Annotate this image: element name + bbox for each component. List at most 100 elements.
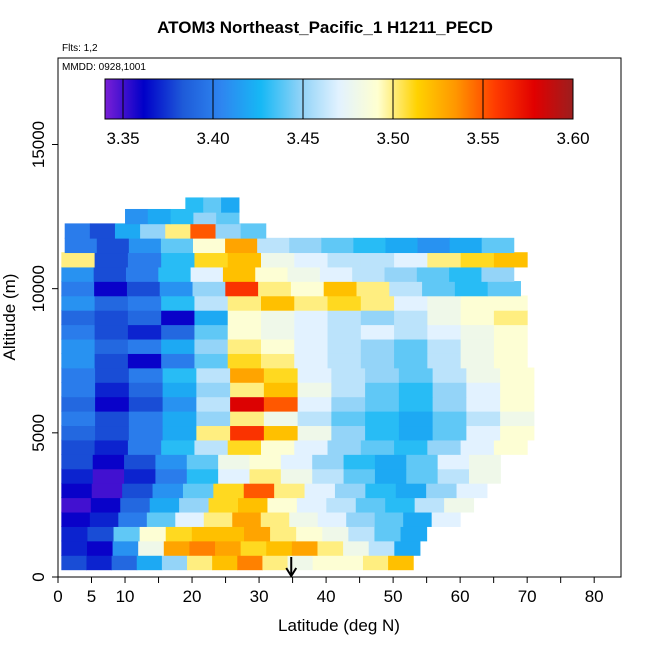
heatmap-cell [162, 425, 197, 441]
heatmap-cell [185, 197, 204, 213]
heatmap-cell [194, 353, 229, 369]
heatmap-cell [125, 208, 149, 225]
heatmap-cell [61, 338, 96, 354]
heatmap-cell [287, 554, 314, 571]
heatmap-cell [140, 223, 166, 239]
heatmap-cell [365, 381, 400, 398]
y-tick-label: 15000 [29, 121, 48, 168]
heatmap-cell [86, 540, 114, 556]
heatmap-cell [218, 454, 250, 470]
heatmap-cell [398, 381, 434, 398]
heatmap-cell [294, 324, 329, 340]
heatmap-cell [331, 425, 366, 441]
heatmap-cell [384, 266, 418, 282]
heatmap-cell [312, 468, 345, 484]
heatmap-cell [203, 197, 222, 213]
heatmap-cell [186, 468, 219, 484]
heatmap-cell [114, 223, 141, 239]
heatmap-cell [128, 381, 164, 398]
heatmap-cell [227, 324, 262, 340]
heatmap-cell [194, 309, 229, 326]
heatmap-cell [159, 281, 194, 297]
heatmap-cell [138, 540, 165, 556]
heatmap-cell [61, 396, 96, 412]
chart-title: ATOM3 Northeast_Pacific_1 H1211_PECD [157, 18, 493, 37]
heatmap-cell [161, 309, 195, 326]
heatmap-cell [312, 554, 339, 571]
heatmap-cell [249, 468, 282, 484]
heatmap-cell [466, 381, 501, 398]
y-tick-label: 0 [29, 572, 48, 581]
heatmap-cell [127, 324, 162, 340]
heatmap-cell [127, 295, 162, 311]
heatmap-cell [263, 425, 299, 441]
heatmap-cell [360, 295, 395, 311]
heatmap-cell [493, 324, 528, 340]
heatmap-cell [427, 295, 462, 311]
heatmap-cell [493, 338, 528, 354]
heatmap-cell [297, 367, 332, 383]
heatmap-cell [95, 381, 130, 398]
heatmap-cell [394, 439, 428, 455]
x-tick-label: 0 [53, 587, 62, 606]
heatmap-cell [260, 338, 295, 354]
heatmap-cell [61, 540, 88, 556]
heatmap-cell [94, 295, 129, 311]
heatmap-cell [331, 381, 366, 398]
heatmap-cell [165, 526, 193, 542]
heatmap-cell [260, 439, 295, 455]
heatmap-cell [317, 540, 344, 556]
heatmap-cell [270, 526, 297, 542]
heatmap-cell [432, 367, 467, 383]
heatmap-cell [194, 439, 229, 455]
heatmap-cell [165, 223, 191, 239]
heatmap-cell [394, 309, 428, 326]
heatmap-cell [481, 237, 515, 254]
heatmap-cell [92, 454, 125, 470]
x-tick-label: 80 [585, 587, 604, 606]
heatmap-cell [287, 266, 321, 282]
heatmap-cell [155, 454, 188, 470]
heatmap-cell [416, 266, 450, 282]
heatmap-cell [297, 396, 332, 412]
heatmap-cell [218, 468, 250, 484]
heatmap-cell [257, 237, 290, 254]
heatmap-cell [128, 410, 164, 427]
heatmap-cell [128, 396, 164, 412]
heatmap-cell [348, 526, 375, 542]
heatmap-cell [437, 468, 470, 484]
heatmap-cell [493, 309, 528, 326]
heatmap-cell [432, 381, 467, 398]
heatmap-cell [260, 252, 295, 268]
heatmap-cell [432, 425, 467, 441]
heatmap-cell [321, 237, 354, 254]
latitude-marker [285, 557, 298, 578]
y-tick-label: 5000 [29, 414, 48, 452]
heatmap-cell [230, 410, 265, 427]
heatmap-cell [161, 554, 188, 571]
heatmap-cell [500, 381, 535, 398]
heatmap-cell [406, 468, 439, 484]
heatmap-cell [127, 439, 162, 455]
heatmap-cell [238, 497, 268, 513]
heatmap-cell [331, 367, 366, 383]
heatmap-cell [95, 410, 130, 427]
heatmap-cell [240, 540, 267, 556]
heatmap-cell [249, 454, 282, 470]
heatmap-cell [196, 410, 231, 427]
heatmap-cell [355, 497, 386, 513]
heatmap-cell [323, 281, 357, 297]
heatmap-cell [460, 324, 495, 340]
heatmap-cell [374, 526, 402, 542]
heatmap-cell [95, 396, 130, 412]
heatmap-cell [240, 223, 267, 239]
heatmap-cell [360, 338, 395, 354]
heatmap-cell [149, 497, 180, 513]
heatmap-cell [160, 237, 194, 254]
heatmap-cell [394, 540, 421, 556]
heatmap-cell [196, 396, 231, 412]
heatmap-cell [227, 252, 262, 268]
heatmap-cell [395, 482, 427, 499]
heatmap-cell [94, 353, 129, 369]
heatmap-cell [96, 237, 130, 254]
